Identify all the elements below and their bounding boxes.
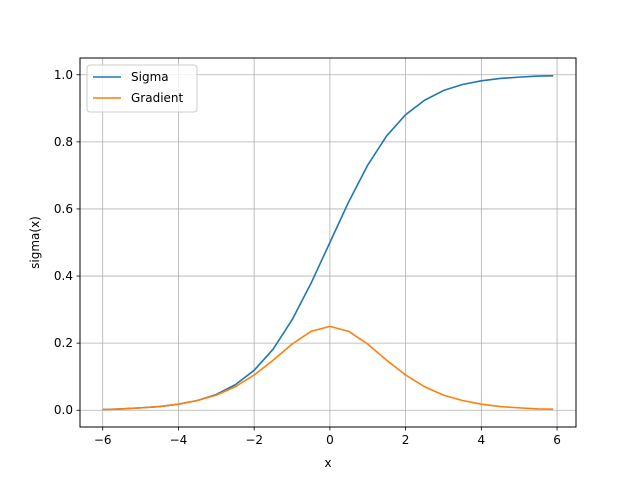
y-tick-label: 0.0 [54,403,73,417]
series-line-gradient [102,325,554,411]
plot-frame [79,57,577,428]
legend-label-sigma: Sigma [131,70,169,84]
y-tick-label: 0.4 [54,269,73,283]
y-tick-label: 0.2 [54,336,73,350]
x-tick-label: 4 [478,433,486,447]
y-tick-label: 0.8 [54,135,73,149]
grid [80,58,576,427]
y-axis-label: sigma(x) [28,216,42,269]
x-tick-label: −4 [170,433,188,447]
axis-ticks: −6 −4 −2 0 2 4 6 0.0 0.2 0.4 0.6 0.8 1.0 [54,68,561,447]
x-tick-label: 6 [553,433,561,447]
series-lines [102,74,554,411]
x-tick-label: 2 [402,433,410,447]
x-axis-label: x [324,456,331,470]
legend: Sigma Gradient [86,64,198,113]
y-tick-label: 1.0 [54,68,73,82]
x-tick-label: −2 [245,433,263,447]
y-tick-label: 0.6 [54,202,73,216]
legend-label-gradient: Gradient [131,91,184,105]
x-tick-label: 0 [326,433,334,447]
x-tick-label: −6 [94,433,112,447]
